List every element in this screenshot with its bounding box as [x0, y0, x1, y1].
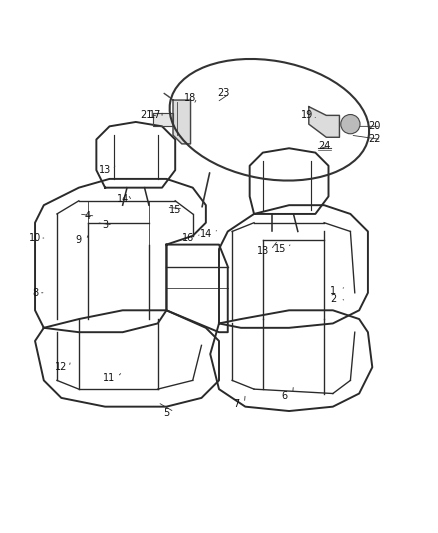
- Text: 24: 24: [318, 141, 330, 151]
- Text: 14: 14: [200, 229, 212, 239]
- Text: 6: 6: [282, 391, 288, 401]
- Text: 11: 11: [103, 373, 116, 383]
- Text: 13: 13: [257, 246, 269, 256]
- Text: 13: 13: [99, 165, 111, 175]
- Text: 20: 20: [368, 122, 381, 131]
- Text: 7: 7: [233, 399, 240, 409]
- Text: 9: 9: [76, 235, 82, 245]
- Text: 18: 18: [184, 93, 197, 103]
- Circle shape: [341, 115, 360, 134]
- Text: 2: 2: [330, 294, 336, 304]
- Text: 17: 17: [149, 110, 162, 120]
- Text: 10: 10: [29, 233, 41, 243]
- Text: 4: 4: [85, 211, 91, 221]
- Text: 5: 5: [163, 408, 170, 418]
- Polygon shape: [309, 107, 339, 138]
- Text: 14: 14: [117, 193, 129, 204]
- Text: 19: 19: [300, 110, 313, 120]
- Text: 16: 16: [182, 233, 194, 243]
- Text: 3: 3: [102, 220, 108, 230]
- Polygon shape: [173, 100, 191, 144]
- Text: 23: 23: [217, 88, 230, 99]
- Text: 1: 1: [330, 286, 336, 296]
- Text: 8: 8: [32, 288, 38, 298]
- Text: 15: 15: [274, 244, 286, 254]
- Text: 15: 15: [169, 205, 181, 215]
- Text: 21: 21: [141, 110, 153, 120]
- Text: 12: 12: [55, 362, 67, 372]
- Polygon shape: [153, 113, 173, 126]
- Text: 22: 22: [368, 134, 381, 144]
